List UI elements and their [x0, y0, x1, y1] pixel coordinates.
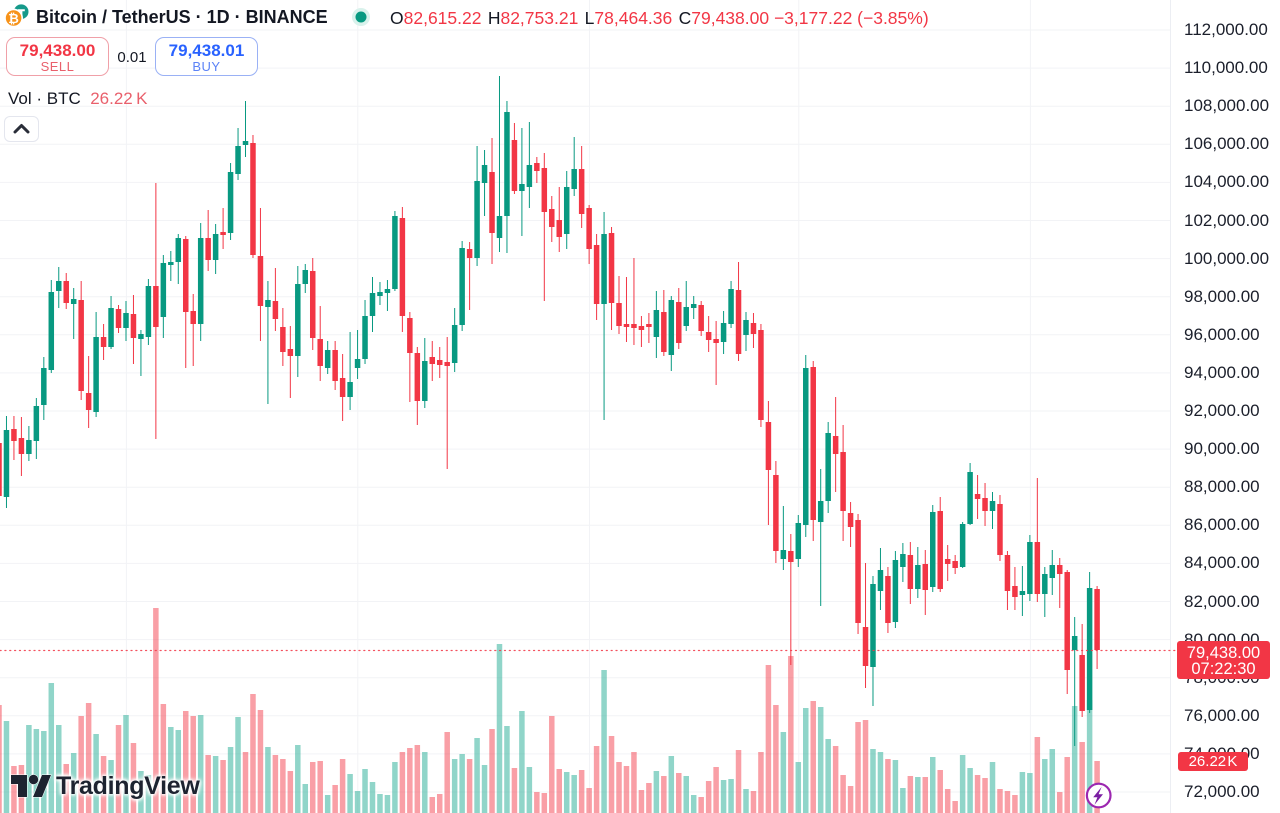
svg-text:₿: ₿ [8, 11, 19, 26]
